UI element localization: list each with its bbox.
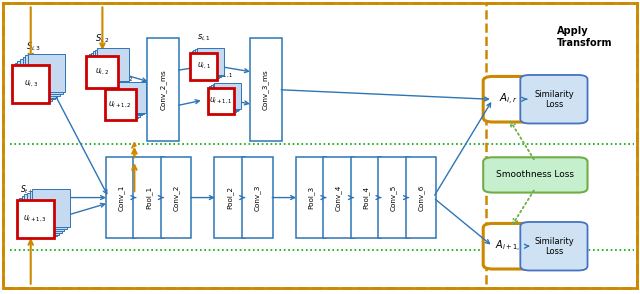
- FancyBboxPatch shape: [17, 200, 54, 238]
- FancyBboxPatch shape: [33, 189, 70, 227]
- FancyBboxPatch shape: [113, 83, 144, 114]
- FancyBboxPatch shape: [147, 38, 179, 141]
- FancyBboxPatch shape: [97, 48, 129, 81]
- FancyBboxPatch shape: [520, 222, 588, 270]
- Text: $u_{i,1}$: $u_{i,1}$: [196, 61, 211, 71]
- FancyBboxPatch shape: [93, 51, 125, 83]
- FancyBboxPatch shape: [195, 49, 223, 76]
- FancyBboxPatch shape: [207, 88, 234, 113]
- FancyBboxPatch shape: [211, 85, 237, 111]
- Text: Conv_1: Conv_1: [118, 185, 124, 211]
- FancyBboxPatch shape: [24, 194, 62, 233]
- FancyBboxPatch shape: [17, 200, 54, 238]
- Text: Conv_6: Conv_6: [418, 185, 424, 211]
- Text: Pool_3: Pool_3: [308, 186, 314, 209]
- FancyBboxPatch shape: [86, 56, 118, 88]
- FancyBboxPatch shape: [212, 84, 239, 110]
- Text: $S_{t+1,2}$: $S_{t+1,2}$: [109, 72, 133, 84]
- Text: Conv_2: Conv_2: [173, 185, 179, 211]
- FancyBboxPatch shape: [109, 86, 140, 117]
- Text: Pool_2: Pool_2: [227, 186, 233, 209]
- FancyBboxPatch shape: [30, 191, 67, 229]
- FancyBboxPatch shape: [242, 157, 273, 238]
- FancyBboxPatch shape: [520, 75, 588, 123]
- FancyBboxPatch shape: [483, 157, 588, 193]
- Text: Conv_3_ms: Conv_3_ms: [262, 69, 269, 110]
- FancyBboxPatch shape: [483, 223, 538, 269]
- Text: $A_{i,r}$: $A_{i,r}$: [499, 92, 518, 107]
- Text: $u_{i,2}$: $u_{i,2}$: [95, 67, 109, 77]
- FancyBboxPatch shape: [296, 157, 326, 238]
- Text: Conv_5: Conv_5: [390, 185, 397, 211]
- FancyBboxPatch shape: [26, 56, 63, 94]
- FancyBboxPatch shape: [28, 54, 65, 92]
- FancyBboxPatch shape: [115, 82, 146, 113]
- FancyBboxPatch shape: [86, 56, 118, 88]
- FancyBboxPatch shape: [323, 157, 354, 238]
- FancyBboxPatch shape: [107, 88, 138, 118]
- Text: Similarity
Loss: Similarity Loss: [534, 90, 574, 109]
- Text: Apply
Transform: Apply Transform: [557, 26, 612, 48]
- FancyBboxPatch shape: [22, 196, 59, 235]
- Text: $A_{i+1,r}$: $A_{i+1,r}$: [495, 239, 525, 254]
- FancyBboxPatch shape: [378, 157, 409, 238]
- FancyBboxPatch shape: [20, 59, 58, 98]
- FancyBboxPatch shape: [95, 50, 127, 82]
- FancyBboxPatch shape: [406, 157, 436, 238]
- Text: $S_{i,2}$: $S_{i,2}$: [95, 33, 110, 45]
- FancyBboxPatch shape: [161, 157, 191, 238]
- FancyBboxPatch shape: [190, 53, 217, 80]
- Text: $u_{i+1,2}$: $u_{i+1,2}$: [108, 99, 132, 109]
- Text: $s_{i,1}$: $s_{i,1}$: [197, 33, 211, 43]
- FancyBboxPatch shape: [106, 157, 136, 238]
- FancyBboxPatch shape: [19, 198, 56, 236]
- FancyBboxPatch shape: [483, 76, 533, 122]
- Text: Pool_4: Pool_4: [363, 186, 369, 209]
- Text: $s_{t+1,1}$: $s_{t+1,1}$: [210, 70, 234, 80]
- Text: $S_{t+1,3}$: $S_{t+1,3}$: [20, 183, 45, 196]
- FancyBboxPatch shape: [197, 48, 225, 75]
- Text: $S_{i,3}$: $S_{i,3}$: [26, 41, 41, 53]
- FancyBboxPatch shape: [91, 53, 123, 85]
- FancyBboxPatch shape: [12, 65, 49, 103]
- FancyBboxPatch shape: [209, 86, 236, 112]
- FancyBboxPatch shape: [105, 89, 136, 120]
- FancyBboxPatch shape: [88, 54, 120, 87]
- Text: Pool_1: Pool_1: [145, 186, 152, 209]
- FancyBboxPatch shape: [193, 50, 221, 77]
- Text: Smoothness Loss: Smoothness Loss: [497, 171, 574, 179]
- Text: $u_{i+1,3}$: $u_{i+1,3}$: [23, 214, 47, 224]
- FancyBboxPatch shape: [190, 53, 217, 80]
- Text: $u_{i,3}$: $u_{i,3}$: [24, 79, 38, 89]
- FancyBboxPatch shape: [111, 85, 142, 116]
- Text: $u_{i+1,1}$: $u_{i+1,1}$: [209, 96, 233, 106]
- FancyBboxPatch shape: [250, 38, 282, 141]
- FancyBboxPatch shape: [27, 193, 65, 231]
- Text: Conv_4: Conv_4: [335, 185, 342, 211]
- FancyBboxPatch shape: [214, 157, 245, 238]
- FancyBboxPatch shape: [17, 61, 54, 99]
- FancyBboxPatch shape: [191, 51, 219, 78]
- FancyBboxPatch shape: [207, 88, 234, 113]
- Text: Conv_2_ms: Conv_2_ms: [160, 69, 166, 110]
- Text: Conv_3: Conv_3: [254, 185, 260, 211]
- FancyBboxPatch shape: [15, 63, 52, 101]
- FancyBboxPatch shape: [12, 65, 49, 103]
- FancyBboxPatch shape: [351, 157, 381, 238]
- FancyBboxPatch shape: [214, 83, 241, 109]
- FancyBboxPatch shape: [133, 157, 164, 238]
- FancyBboxPatch shape: [22, 57, 60, 96]
- Text: Similarity
Loss: Similarity Loss: [534, 237, 574, 256]
- FancyBboxPatch shape: [105, 89, 136, 120]
